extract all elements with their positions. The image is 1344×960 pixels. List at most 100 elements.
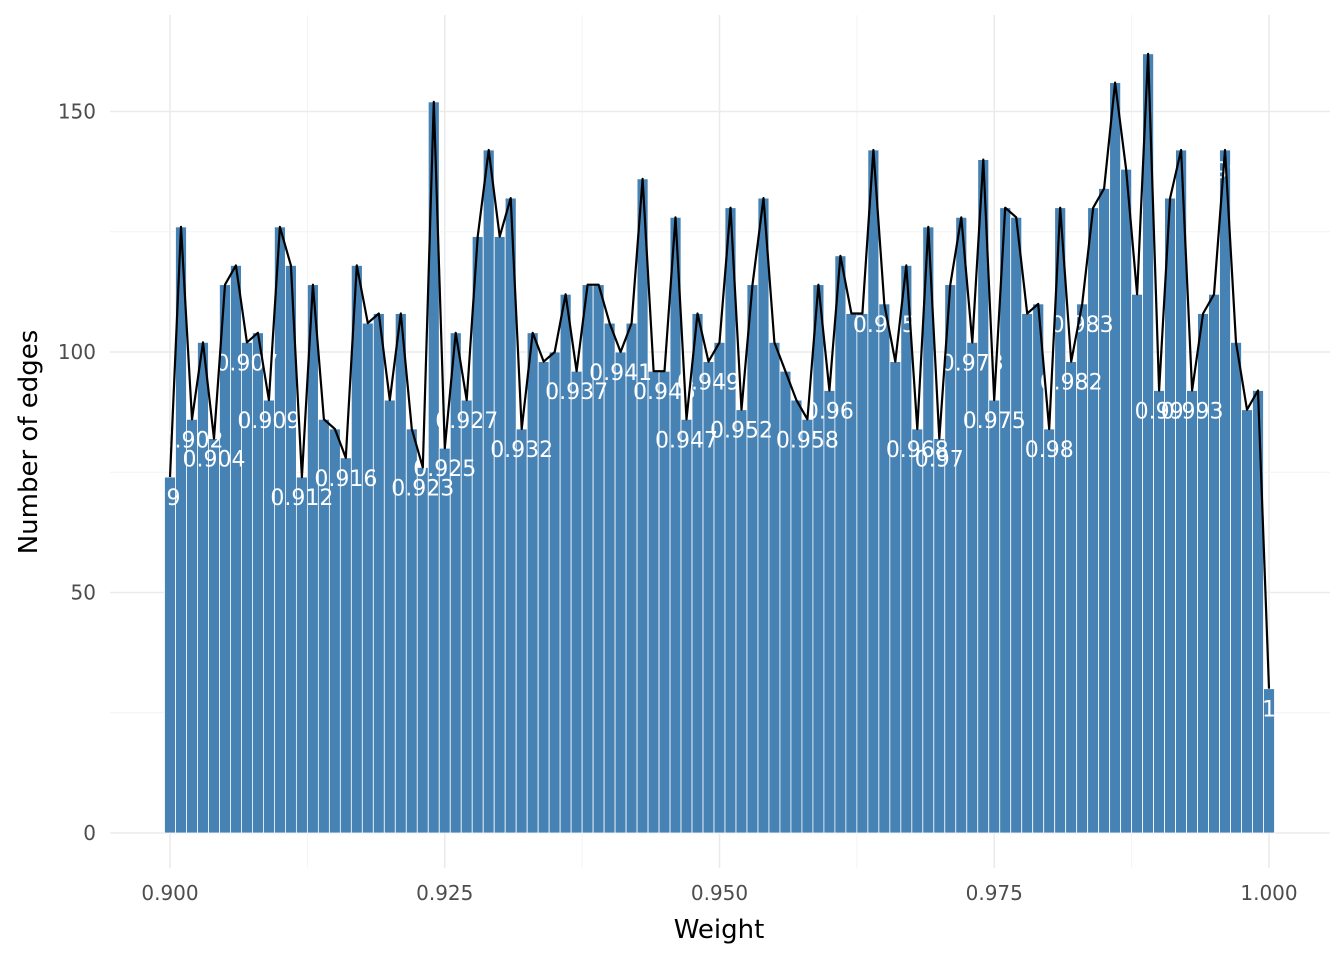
bar-value-label: 0.982 bbox=[1040, 371, 1103, 396]
histogram-bar bbox=[889, 361, 902, 834]
x-tick-label: 0.900 bbox=[141, 881, 198, 905]
histogram-bar bbox=[493, 236, 506, 834]
bar-value-label: 0.937 bbox=[545, 380, 608, 405]
y-tick-label: 0 bbox=[83, 821, 96, 845]
histogram-bar bbox=[636, 178, 649, 834]
histogram-bar bbox=[768, 341, 781, 834]
bar-value-label: 0.965 bbox=[853, 313, 916, 338]
histogram-bar bbox=[669, 216, 682, 834]
histogram-bar bbox=[1010, 216, 1023, 834]
histogram-bar bbox=[482, 149, 495, 834]
bar-value-label: .9 bbox=[160, 486, 181, 511]
histogram-bar bbox=[526, 332, 539, 834]
histogram-bar bbox=[1153, 390, 1165, 834]
x-tick-label: 0.925 bbox=[416, 881, 473, 905]
histogram-bar bbox=[614, 351, 627, 834]
histogram-bar bbox=[680, 418, 693, 834]
x-axis-ticks: 0.900 0.925 0.950 0.975 1.000 bbox=[141, 881, 1297, 905]
histogram-bar bbox=[570, 370, 583, 834]
histogram-bar bbox=[383, 399, 396, 834]
bar-value-label: 0.975 bbox=[963, 409, 1026, 434]
bar-value-label: 0.916 bbox=[314, 467, 377, 492]
histogram-bar bbox=[724, 207, 737, 834]
bar-value-label: 0.983 bbox=[1051, 313, 1114, 338]
histogram-bar bbox=[186, 418, 198, 834]
y-axis-title: Number of edges bbox=[14, 330, 44, 555]
histogram-bar bbox=[449, 332, 462, 834]
histogram-bar bbox=[1098, 188, 1111, 834]
histogram-bar bbox=[845, 313, 858, 834]
bar-value-label: 0.99 bbox=[1135, 399, 1184, 424]
histogram-bar bbox=[471, 236, 484, 834]
bar-value-label: 0.923 bbox=[391, 476, 454, 501]
histogram-bar bbox=[735, 409, 748, 834]
histogram-bar bbox=[757, 197, 770, 834]
histogram-bar bbox=[537, 361, 550, 834]
histogram-bar bbox=[823, 390, 836, 834]
histogram-bar bbox=[834, 255, 847, 834]
bar-value-label: 0.932 bbox=[490, 438, 553, 463]
x-tick-label: 0.950 bbox=[691, 881, 748, 905]
histogram-bar bbox=[1230, 341, 1242, 834]
histogram-bar bbox=[856, 313, 869, 834]
histogram-bar bbox=[1131, 293, 1144, 834]
bar-value-label: 0.912 bbox=[270, 486, 333, 511]
x-tick-label: 0.975 bbox=[966, 881, 1023, 905]
histogram-bar bbox=[900, 265, 913, 834]
histogram-bar bbox=[1219, 149, 1231, 834]
bar-value-label: 0.973 bbox=[941, 351, 1004, 376]
x-axis-title: Weight bbox=[674, 915, 765, 945]
histogram-bar bbox=[263, 399, 275, 834]
bar-value-label: 0.909 bbox=[237, 409, 300, 434]
histogram-bar bbox=[197, 341, 209, 834]
histogram-bar bbox=[713, 341, 726, 834]
histogram-bar bbox=[1252, 390, 1264, 834]
histogram-bar bbox=[339, 457, 352, 834]
histogram-bar bbox=[1241, 409, 1253, 834]
histogram-bar bbox=[988, 399, 1001, 834]
x-tick-label: 1.000 bbox=[1240, 881, 1297, 905]
y-axis-ticks: 0 50 100 150 bbox=[58, 100, 96, 846]
histogram-bar bbox=[1087, 207, 1100, 834]
histogram-bar bbox=[999, 207, 1012, 834]
histogram-bar bbox=[361, 322, 374, 834]
histogram-bar bbox=[812, 284, 825, 834]
histogram-bar bbox=[515, 428, 528, 834]
histogram-bar bbox=[1109, 82, 1122, 834]
histogram-bar bbox=[208, 438, 220, 834]
bar-value-label: 0.904 bbox=[182, 448, 245, 473]
bar-value-label: 0.958 bbox=[776, 428, 839, 453]
y-tick-label: 50 bbox=[71, 581, 96, 605]
histogram-bar bbox=[867, 149, 880, 834]
histogram-bar bbox=[274, 226, 286, 834]
histogram-bar bbox=[1164, 197, 1176, 834]
histogram-bar bbox=[801, 418, 814, 834]
histogram-bar bbox=[933, 438, 946, 834]
histogram-bar bbox=[1186, 390, 1198, 834]
bar-value-label: 0.952 bbox=[710, 419, 773, 444]
histogram-bar bbox=[1021, 313, 1034, 834]
histogram-bar bbox=[416, 467, 429, 834]
bar-value-label: 0.968 bbox=[886, 438, 949, 463]
y-tick-label: 150 bbox=[58, 100, 96, 124]
bar-value-label: 0.941 bbox=[589, 361, 652, 386]
frequency-polygon-line bbox=[168, 52, 1271, 689]
histogram-bar bbox=[911, 428, 924, 834]
histogram-bar bbox=[295, 476, 308, 834]
bars bbox=[164, 53, 1275, 834]
histogram-bar bbox=[1197, 313, 1209, 834]
bar-value-label: 0.96 bbox=[805, 399, 854, 424]
bar-value-label: 0.97 bbox=[915, 448, 964, 473]
histogram-bar bbox=[252, 332, 264, 834]
bar-value-label: 0.907 bbox=[215, 351, 278, 376]
histogram-bar bbox=[746, 284, 759, 834]
bar-value-label: 0.947 bbox=[655, 428, 718, 453]
histogram-bar bbox=[955, 216, 968, 834]
bar-value-label: 0.993 bbox=[1161, 399, 1224, 424]
histogram-bar bbox=[878, 303, 891, 834]
y-tick-label: 100 bbox=[58, 340, 96, 364]
histogram-bar bbox=[394, 313, 407, 834]
bar-value-label: 0.949 bbox=[677, 371, 740, 396]
bar-value-label: 1 bbox=[1262, 698, 1276, 723]
